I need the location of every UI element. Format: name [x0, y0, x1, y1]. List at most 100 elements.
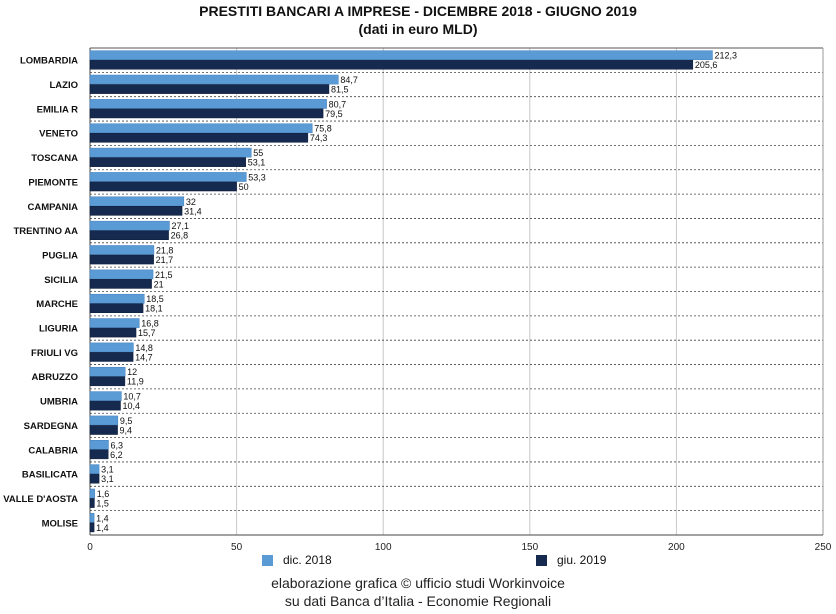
category-label: LAZIO [50, 80, 79, 91]
category-label: SARDEGNA [24, 421, 79, 432]
data-label-giu-2019: 50 [239, 182, 249, 192]
bar-dic-2018 [89, 342, 134, 353]
data-label-giu-2019: 79,5 [325, 109, 343, 119]
bar-giu-2019 [89, 206, 183, 216]
data-label-giu-2019: 21,7 [156, 255, 174, 265]
category-label: TRENTINO AA [13, 226, 78, 237]
bar-giu-2019 [89, 303, 144, 314]
category-label: ABRUZZO [32, 372, 78, 383]
bar-giu-2019 [89, 230, 169, 240]
bar-giu-2019 [89, 449, 109, 460]
category-label: MARCHE [36, 299, 78, 310]
data-label-giu-2019: 21 [154, 279, 164, 289]
x-tick-label: 250 [815, 542, 832, 553]
bar-giu-2019 [89, 254, 154, 265]
x-tick-label: 150 [521, 542, 538, 553]
data-label-giu-2019: 11,9 [127, 377, 144, 387]
category-label: FRIULI VG [31, 348, 78, 359]
category-label: SICILIA [44, 275, 78, 286]
data-label-giu-2019: 205,6 [695, 60, 718, 70]
chart-subtitle: (dati in euro MLD) [358, 21, 478, 37]
data-label-dic-2018: 14,8 [135, 343, 153, 353]
category-label: TOSCANA [31, 153, 78, 164]
data-label-dic-2018: 75,8 [314, 124, 332, 134]
bar-giu-2019 [89, 279, 152, 289]
bar-dic-2018 [89, 99, 327, 109]
data-label-giu-2019: 10,4 [122, 401, 140, 411]
data-label-dic-2018: 80,7 [329, 99, 347, 109]
data-label-dic-2018: 27,1 [171, 221, 189, 231]
bar-giu-2019 [89, 108, 324, 119]
category-label: UMBRIA [40, 397, 78, 408]
data-label-dic-2018: 1,6 [97, 489, 110, 499]
bar-giu-2019 [89, 181, 237, 192]
bar-dic-2018 [89, 172, 247, 182]
category-label: VALLE D'AOSTA [3, 494, 78, 505]
data-label-dic-2018: 12 [127, 367, 137, 377]
data-label-giu-2019: 81,5 [331, 85, 349, 95]
bar-giu-2019 [89, 132, 309, 143]
bar-giu-2019 [89, 400, 121, 411]
x-tick-label: 200 [668, 542, 685, 553]
footer-source: su dati Banca d’Italia - Economie Region… [284, 593, 552, 609]
bar-dic-2018 [89, 196, 185, 207]
category-label: CAMPANIA [28, 202, 79, 213]
data-label-dic-2018: 1,4 [96, 513, 109, 523]
category-label: PUGLIA [42, 250, 78, 261]
data-label-giu-2019: 1,4 [96, 523, 109, 533]
bar-giu-2019 [89, 84, 330, 94]
bar-dic-2018 [89, 74, 339, 85]
legend-item-dic-2018: dic. 2018 [262, 552, 332, 568]
bar-dic-2018 [89, 318, 140, 328]
bar-dic-2018 [89, 488, 95, 499]
bar-giu-2019 [89, 498, 95, 508]
legend-label-dic-2018: dic. 2018 [283, 553, 332, 567]
data-label-giu-2019: 74,3 [310, 133, 328, 143]
bar-giu-2019 [89, 59, 694, 70]
bar-giu-2019 [89, 352, 134, 362]
category-label: VENETO [39, 129, 78, 140]
bar-dic-2018 [89, 440, 109, 450]
data-label-dic-2018: 18,5 [146, 294, 164, 304]
chart-title: PRESTITI BANCARI A IMPRESE - DICEMBRE 20… [199, 3, 637, 19]
data-label-giu-2019: 15,7 [138, 328, 156, 338]
bar-giu-2019 [89, 327, 137, 338]
category-label: CALABRIA [28, 445, 78, 456]
x-tick-label: 50 [231, 542, 243, 553]
data-label-dic-2018: 212,3 [714, 51, 737, 61]
bar-dic-2018 [89, 220, 170, 231]
bar-dic-2018 [89, 391, 122, 401]
bar-dic-2018 [89, 269, 154, 280]
data-label-giu-2019: 26,8 [171, 231, 189, 241]
data-label-dic-2018: 21,5 [155, 270, 173, 280]
bar-dic-2018 [89, 123, 313, 134]
category-label: LOMBARDIA [20, 56, 78, 67]
data-label-giu-2019: 53,1 [248, 158, 266, 168]
bar-giu-2019 [89, 522, 95, 533]
category-label: BASILICATA [22, 470, 78, 481]
bar-dic-2018 [89, 415, 119, 426]
data-label-dic-2018: 6,3 [110, 440, 123, 450]
data-label-dic-2018: 53,3 [248, 172, 266, 182]
data-label-dic-2018: 21,8 [156, 245, 174, 255]
bar-giu-2019 [89, 157, 246, 167]
legend-swatch-giu-2019 [536, 554, 547, 566]
data-label-dic-2018: 9,5 [120, 416, 133, 426]
bar-dic-2018 [89, 513, 95, 523]
data-label-dic-2018: 16,8 [141, 319, 159, 329]
data-label-dic-2018: 3,1 [101, 465, 114, 475]
data-label-giu-2019: 6,2 [110, 450, 123, 460]
footer-credit: elaborazione grafica © ufficio studi Wor… [271, 575, 565, 591]
x-tick-label: 0 [87, 542, 93, 553]
data-label-giu-2019: 1,5 [96, 498, 109, 508]
data-label-dic-2018: 10,7 [123, 392, 141, 402]
x-tick-label: 100 [375, 542, 392, 553]
bar-dic-2018 [89, 147, 252, 158]
legend-swatch-dic-2018 [262, 554, 273, 566]
data-label-giu-2019: 31,4 [184, 206, 202, 216]
bar-dic-2018 [89, 464, 100, 474]
data-label-dic-2018: 84,7 [340, 75, 358, 85]
data-label-giu-2019: 14,7 [135, 352, 153, 362]
data-label-giu-2019: 18,1 [145, 304, 163, 314]
